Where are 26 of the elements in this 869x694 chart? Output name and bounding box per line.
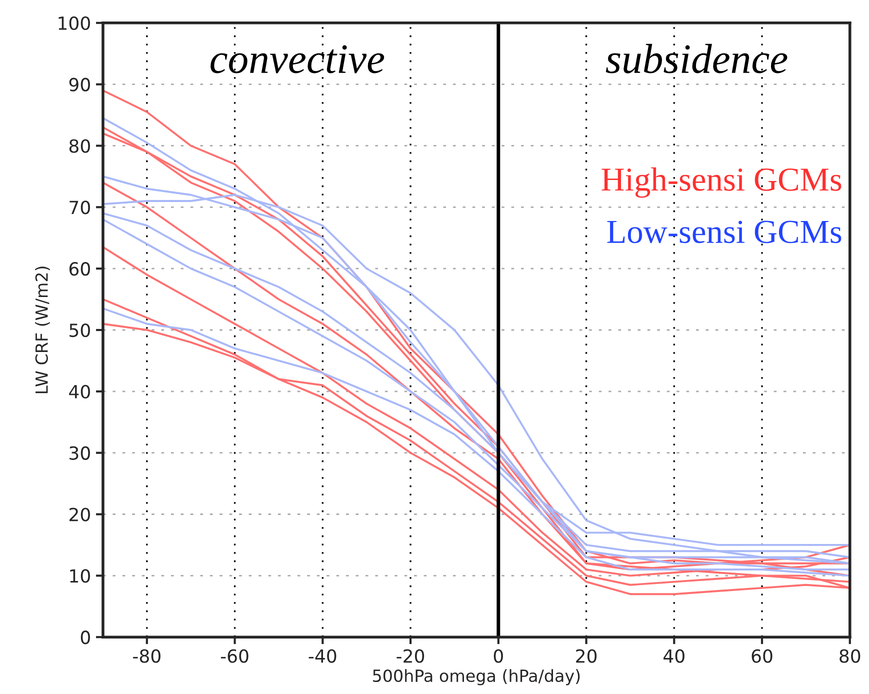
x-tick-label: -80 — [133, 649, 160, 663]
x-tick-label: -20 — [396, 649, 424, 663]
x-tick-label: 40 — [664, 649, 684, 663]
y-tick-label: 20 — [70, 508, 90, 522]
x-axis-title: 500hPa omega (hPa/day) — [373, 669, 580, 686]
annotation: convective — [210, 45, 384, 74]
y-axis-title: LW CRF (W/m2) — [35, 266, 50, 394]
y-tick-label: 0 — [80, 630, 90, 644]
y-tick-label: 80 — [69, 139, 90, 153]
annotation: Low-sensi GCMs — [607, 220, 842, 244]
y-tick-label: 60 — [69, 262, 90, 276]
x-tick-label: 20 — [576, 649, 597, 663]
y-tick-label: 90 — [69, 78, 90, 92]
x-tick-label: -40 — [308, 649, 336, 663]
y-tick-label: 100 — [58, 16, 90, 30]
x-tick-label: 60 — [752, 649, 772, 663]
y-tick-label: 30 — [70, 446, 90, 460]
y-tick-label: 40 — [69, 384, 90, 399]
y-tick-label: 70 — [70, 200, 90, 214]
annotation: High-sensi GCMs — [602, 167, 842, 198]
y-tick-label: 10 — [70, 569, 90, 583]
annotation: subsidence — [606, 44, 788, 74]
y-tick-label: 50 — [70, 323, 90, 338]
x-tick-label: 0 — [494, 649, 503, 663]
x-tick-label: -60 — [220, 649, 248, 663]
x-tick-label: 80 — [840, 649, 860, 663]
